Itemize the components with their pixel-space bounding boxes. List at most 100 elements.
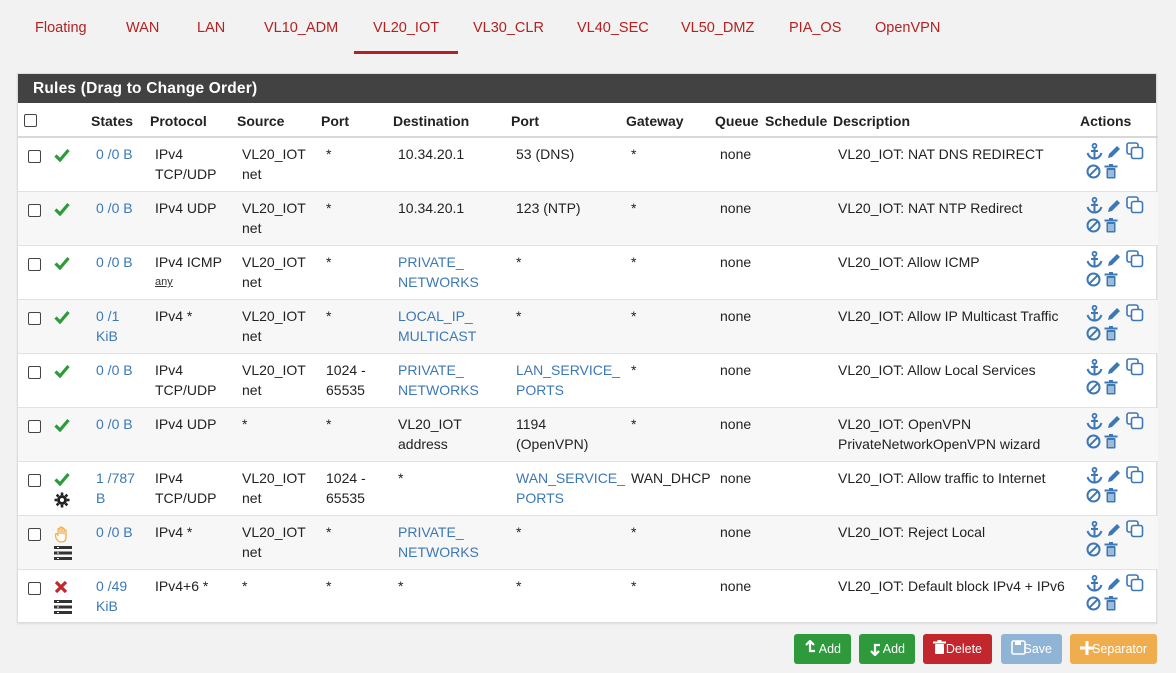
states-link-line1[interactable]: 0 /1 — [96, 308, 120, 324]
anchor-icon[interactable] — [1086, 305, 1103, 322]
states-link-line1[interactable]: 0 /0 B — [96, 146, 133, 162]
pencil-icon[interactable] — [1106, 252, 1122, 268]
rule-select-checkbox[interactable] — [28, 474, 41, 487]
destination-alias-link-line1[interactable]: PRIVATE_ — [398, 254, 464, 270]
trash-icon[interactable] — [1104, 164, 1118, 179]
pencil-icon[interactable] — [1106, 198, 1122, 214]
states-link[interactable]: 1 /787 B — [96, 468, 135, 508]
copy-icon[interactable] — [1126, 358, 1144, 376]
save-button[interactable]: Save — [1001, 634, 1062, 664]
trash-icon[interactable] — [1104, 272, 1118, 287]
pencil-icon[interactable] — [1106, 360, 1122, 376]
tab-lan[interactable]: LAN — [197, 20, 226, 36]
rule-row[interactable]: 1 /787 B IPv4 TCP/UDP VL20_IOT net 1024 - 65535… — [18, 462, 1158, 516]
states-link-line1[interactable]: 1 /787 — [96, 470, 135, 486]
trash-icon[interactable] — [1104, 326, 1118, 341]
states-link[interactable]: 0 /49 KiB — [96, 576, 127, 616]
disable-icon[interactable] — [1086, 488, 1101, 503]
destination-alias-link-line1[interactable]: PRIVATE_ — [398, 362, 464, 378]
destination-port-alias-link[interactable]: LAN_SERVICE_ PORTS — [516, 360, 620, 400]
rule-select-checkbox[interactable] — [28, 582, 41, 595]
copy-icon[interactable] — [1126, 574, 1144, 592]
destination-alias-link[interactable]: LOCAL_IP_ MULTICAST — [398, 306, 476, 346]
disable-icon[interactable] — [1086, 542, 1101, 557]
destination-alias-link-line1[interactable]: PRIVATE_ — [398, 524, 464, 540]
destination-port-alias-link-line1[interactable]: LAN_SERVICE_ — [516, 362, 621, 378]
rule-select-checkbox[interactable] — [28, 366, 41, 379]
states-link-line1[interactable]: 0 /49 — [96, 578, 128, 594]
select-all-checkbox[interactable] — [24, 114, 37, 127]
delete-button[interactable]: Delete — [923, 634, 992, 664]
anchor-icon[interactable] — [1086, 197, 1103, 214]
states-link[interactable]: 0 /0 B — [96, 144, 133, 164]
trash-icon[interactable] — [1104, 218, 1118, 233]
rule-row[interactable]: 0 /1 KiB IPv4 * VL20_IOT net * LOCAL_IP_ MULTIC… — [18, 300, 1158, 354]
rule-select-checkbox[interactable] — [28, 528, 41, 541]
anchor-icon[interactable] — [1086, 359, 1103, 376]
anchor-icon[interactable] — [1086, 143, 1103, 160]
states-link[interactable]: 0 /0 B — [96, 414, 133, 434]
trash-icon[interactable] — [1104, 380, 1118, 395]
trash-icon[interactable] — [1104, 542, 1118, 557]
rule-row[interactable]: 0 /0 B IPv4 TCP/UDP VL20_IOT net * 10.34.20.1 5… — [18, 138, 1158, 192]
tab-floating[interactable]: Floating — [35, 20, 87, 36]
tab-vl50-dmz[interactable]: VL50_DMZ — [681, 20, 755, 36]
rule-select-checkbox[interactable] — [28, 150, 41, 163]
states-link[interactable]: 0 /1 KiB — [96, 306, 119, 346]
tab-vl30-clr[interactable]: VL30_CLR — [473, 20, 544, 36]
anchor-icon[interactable] — [1086, 467, 1103, 484]
disable-icon[interactable] — [1086, 596, 1101, 611]
separator-button[interactable]: Separator — [1070, 634, 1157, 664]
rule-select-checkbox[interactable] — [28, 312, 41, 325]
rule-row[interactable]: 0 /0 B IPv4 * VL20_IOT net * PRIVATE_ NETWORKS… — [18, 516, 1158, 570]
anchor-icon[interactable] — [1086, 575, 1103, 592]
pencil-icon[interactable] — [1106, 144, 1122, 160]
trash-icon[interactable] — [1104, 596, 1118, 611]
states-link[interactable]: 0 /0 B — [96, 198, 133, 218]
states-link[interactable]: 0 /0 B — [96, 252, 133, 272]
pencil-icon[interactable] — [1106, 576, 1122, 592]
tab-pia-os[interactable]: PIA_OS — [789, 20, 842, 36]
disable-icon[interactable] — [1086, 380, 1101, 395]
destination-alias-link-line2[interactable]: MULTICAST — [398, 328, 477, 344]
copy-icon[interactable] — [1126, 304, 1144, 322]
pencil-icon[interactable] — [1106, 522, 1122, 538]
destination-alias-link-line2[interactable]: NETWORKS — [398, 382, 479, 398]
tab-vl40-sec[interactable]: VL40_SEC — [577, 20, 649, 36]
states-link-line1[interactable]: 0 /0 B — [96, 362, 133, 378]
pencil-icon[interactable] — [1106, 414, 1122, 430]
copy-icon[interactable] — [1126, 466, 1144, 484]
copy-icon[interactable] — [1126, 520, 1144, 538]
disable-icon[interactable] — [1086, 326, 1101, 341]
rule-select-checkbox[interactable] — [28, 204, 41, 217]
tab-openvpn[interactable]: OpenVPN — [875, 20, 941, 36]
disable-icon[interactable] — [1086, 164, 1101, 179]
rule-row[interactable]: 0 /0 B IPv4 TCP/UDP VL20_IOT net 1024 - 65535 P… — [18, 354, 1158, 408]
destination-port-alias-link[interactable]: WAN_SERVICE_ PORTS — [516, 468, 625, 508]
add-bottom-button[interactable]: Add — [859, 634, 915, 664]
destination-port-alias-link-line1[interactable]: WAN_SERVICE_ — [516, 470, 625, 486]
destination-alias-link[interactable]: PRIVATE_ NETWORKS — [398, 252, 479, 292]
destination-port-alias-link-line2[interactable]: PORTS — [516, 490, 564, 506]
pencil-icon[interactable] — [1106, 306, 1122, 322]
tab-vl20-iot[interactable]: VL20_IOT — [353, 0, 459, 54]
states-link-line2[interactable]: KiB — [96, 598, 118, 614]
destination-port-alias-link-line2[interactable]: PORTS — [516, 382, 564, 398]
anchor-icon[interactable] — [1086, 521, 1103, 538]
pencil-icon[interactable] — [1106, 468, 1122, 484]
states-link-line2[interactable]: B — [96, 490, 106, 506]
states-link-line1[interactable]: 0 /0 B — [96, 416, 133, 432]
disable-icon[interactable] — [1086, 434, 1101, 449]
trash-icon[interactable] — [1104, 434, 1118, 449]
copy-icon[interactable] — [1126, 142, 1144, 160]
disable-icon[interactable] — [1086, 272, 1101, 287]
rule-row[interactable]: 0 /0 B IPv4 UDP * * VL20_IOT address 1194 (Open… — [18, 408, 1158, 462]
anchor-icon[interactable] — [1086, 413, 1103, 430]
rule-select-checkbox[interactable] — [28, 420, 41, 433]
destination-alias-link[interactable]: PRIVATE_ NETWORKS — [398, 360, 479, 400]
states-link-line1[interactable]: 0 /0 B — [96, 200, 133, 216]
destination-alias-link-line2[interactable]: NETWORKS — [398, 544, 479, 560]
rule-row[interactable]: 0 /49 KiB IPv4+6 * * * * * * none VL20_IOT: Defau… — [18, 570, 1158, 624]
anchor-icon[interactable] — [1086, 251, 1103, 268]
states-link[interactable]: 0 /0 B — [96, 360, 133, 380]
